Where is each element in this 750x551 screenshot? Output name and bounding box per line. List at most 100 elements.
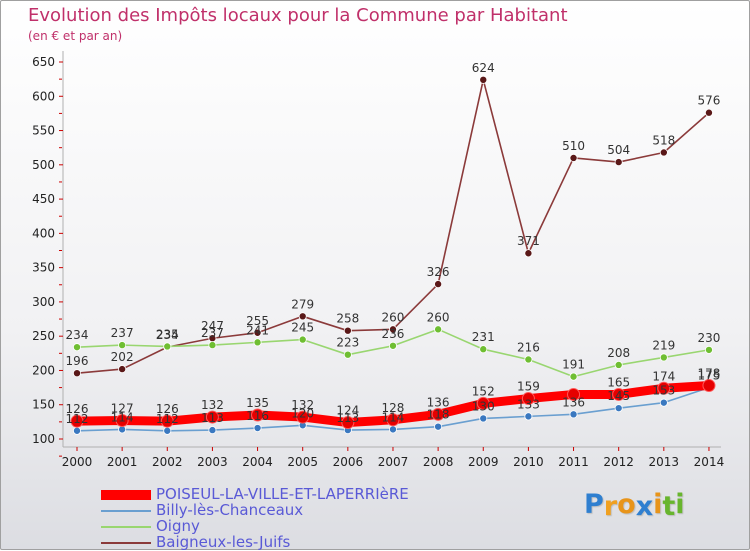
- data-label: 126: [156, 402, 179, 416]
- data-label: 247: [201, 319, 224, 333]
- data-label: 219: [652, 338, 675, 352]
- data-label: 279: [291, 297, 314, 311]
- data-label: 241: [246, 323, 269, 337]
- data-point: [205, 410, 219, 424]
- data-point: [434, 280, 443, 289]
- data-point: [657, 381, 671, 395]
- y-tick-label: 300: [32, 295, 55, 309]
- legend-swatch: [101, 490, 151, 500]
- data-point: [614, 404, 623, 413]
- x-tick-label: 2012: [603, 455, 634, 469]
- data-point: [251, 408, 265, 422]
- data-label: 258: [336, 312, 359, 326]
- data-point: [524, 412, 533, 421]
- data-point: [476, 396, 490, 410]
- data-label: 196: [66, 354, 89, 368]
- data-label: 126: [66, 402, 89, 416]
- data-point: [386, 413, 400, 427]
- data-point: [524, 355, 533, 364]
- data-point: [704, 108, 713, 117]
- data-point: [253, 328, 262, 337]
- data-label: 230: [698, 331, 721, 345]
- data-label: 136: [562, 395, 585, 409]
- data-point: [118, 341, 127, 350]
- legend-swatch: [101, 542, 151, 544]
- x-tick-label: 2008: [423, 455, 454, 469]
- data-label: 624: [472, 61, 495, 75]
- x-tick-label: 2001: [107, 455, 138, 469]
- data-point: [569, 153, 578, 162]
- data-label: 114: [111, 410, 134, 424]
- data-label: 236: [382, 327, 405, 341]
- y-tick-label: 350: [32, 261, 55, 275]
- legend-label: Oigny: [156, 517, 200, 535]
- data-point: [659, 353, 668, 362]
- data-label: 153: [652, 384, 675, 398]
- legend-label: Baigneux-les-Juifs: [156, 533, 291, 551]
- x-tick-label: 2006: [333, 455, 364, 469]
- data-point: [524, 249, 533, 258]
- logo-letter: x: [635, 491, 654, 522]
- data-point: [388, 325, 397, 334]
- x-tick-label: 2004: [242, 455, 273, 469]
- data-point: [479, 75, 488, 84]
- data-label: 124: [336, 404, 359, 418]
- data-label: 116: [246, 409, 269, 423]
- chart-subtitle: (en € et par an): [28, 29, 123, 43]
- data-label: 112: [66, 412, 89, 426]
- data-label: 504: [607, 143, 630, 157]
- data-label: 260: [382, 310, 405, 324]
- data-label: 114: [382, 410, 405, 424]
- logo-letter: r: [603, 491, 618, 522]
- x-tick-label: 2002: [152, 455, 183, 469]
- data-label: 231: [472, 330, 495, 344]
- data-label: 133: [517, 397, 540, 411]
- logo-letter: i: [675, 489, 685, 520]
- data-label: 152: [472, 384, 495, 398]
- data-point: [208, 341, 217, 350]
- x-tick-label: 2014: [694, 455, 725, 469]
- y-tick-label: 650: [32, 55, 55, 69]
- data-point: [612, 387, 626, 401]
- y-tick-label: 100: [32, 432, 55, 446]
- data-label: 118: [427, 408, 450, 422]
- x-tick-label: 2011: [558, 455, 589, 469]
- data-label: 576: [698, 94, 721, 108]
- x-tick-label: 2007: [378, 455, 409, 469]
- data-label: 234: [156, 328, 179, 342]
- data-label: 216: [517, 340, 540, 354]
- data-label: 191: [562, 358, 585, 372]
- y-tick-label: 500: [32, 158, 55, 172]
- data-point: [118, 365, 127, 374]
- data-point: [614, 360, 623, 369]
- data-label: 326: [427, 265, 450, 279]
- logo-letter: i: [653, 489, 663, 520]
- data-point: [163, 426, 172, 435]
- data-label: 112: [156, 412, 179, 426]
- y-tick-label: 600: [32, 89, 55, 103]
- data-label: 518: [652, 133, 675, 147]
- y-tick-label: 200: [32, 363, 55, 377]
- data-label: 245: [291, 321, 314, 335]
- x-tick-label: 2013: [649, 455, 680, 469]
- legend-label: POISEUL-LA-VILLE-ET-LAPERRIèRE: [156, 485, 409, 503]
- logo-letter: o: [617, 489, 636, 520]
- data-point: [614, 158, 623, 167]
- data-point: [567, 387, 581, 401]
- data-point: [521, 392, 535, 406]
- data-label: 260: [427, 310, 450, 324]
- data-label: 130: [472, 399, 495, 413]
- data-label: 255: [246, 314, 269, 328]
- data-point: [343, 350, 352, 359]
- data-label: 178: [698, 367, 721, 381]
- data-point: [73, 343, 82, 352]
- data-point: [115, 413, 129, 427]
- data-label: 128: [382, 401, 405, 415]
- proxiti-logo: Proxiti: [584, 489, 685, 522]
- data-label: 113: [336, 411, 359, 425]
- data-point: [702, 379, 716, 393]
- data-point: [479, 345, 488, 354]
- data-point: [659, 148, 668, 157]
